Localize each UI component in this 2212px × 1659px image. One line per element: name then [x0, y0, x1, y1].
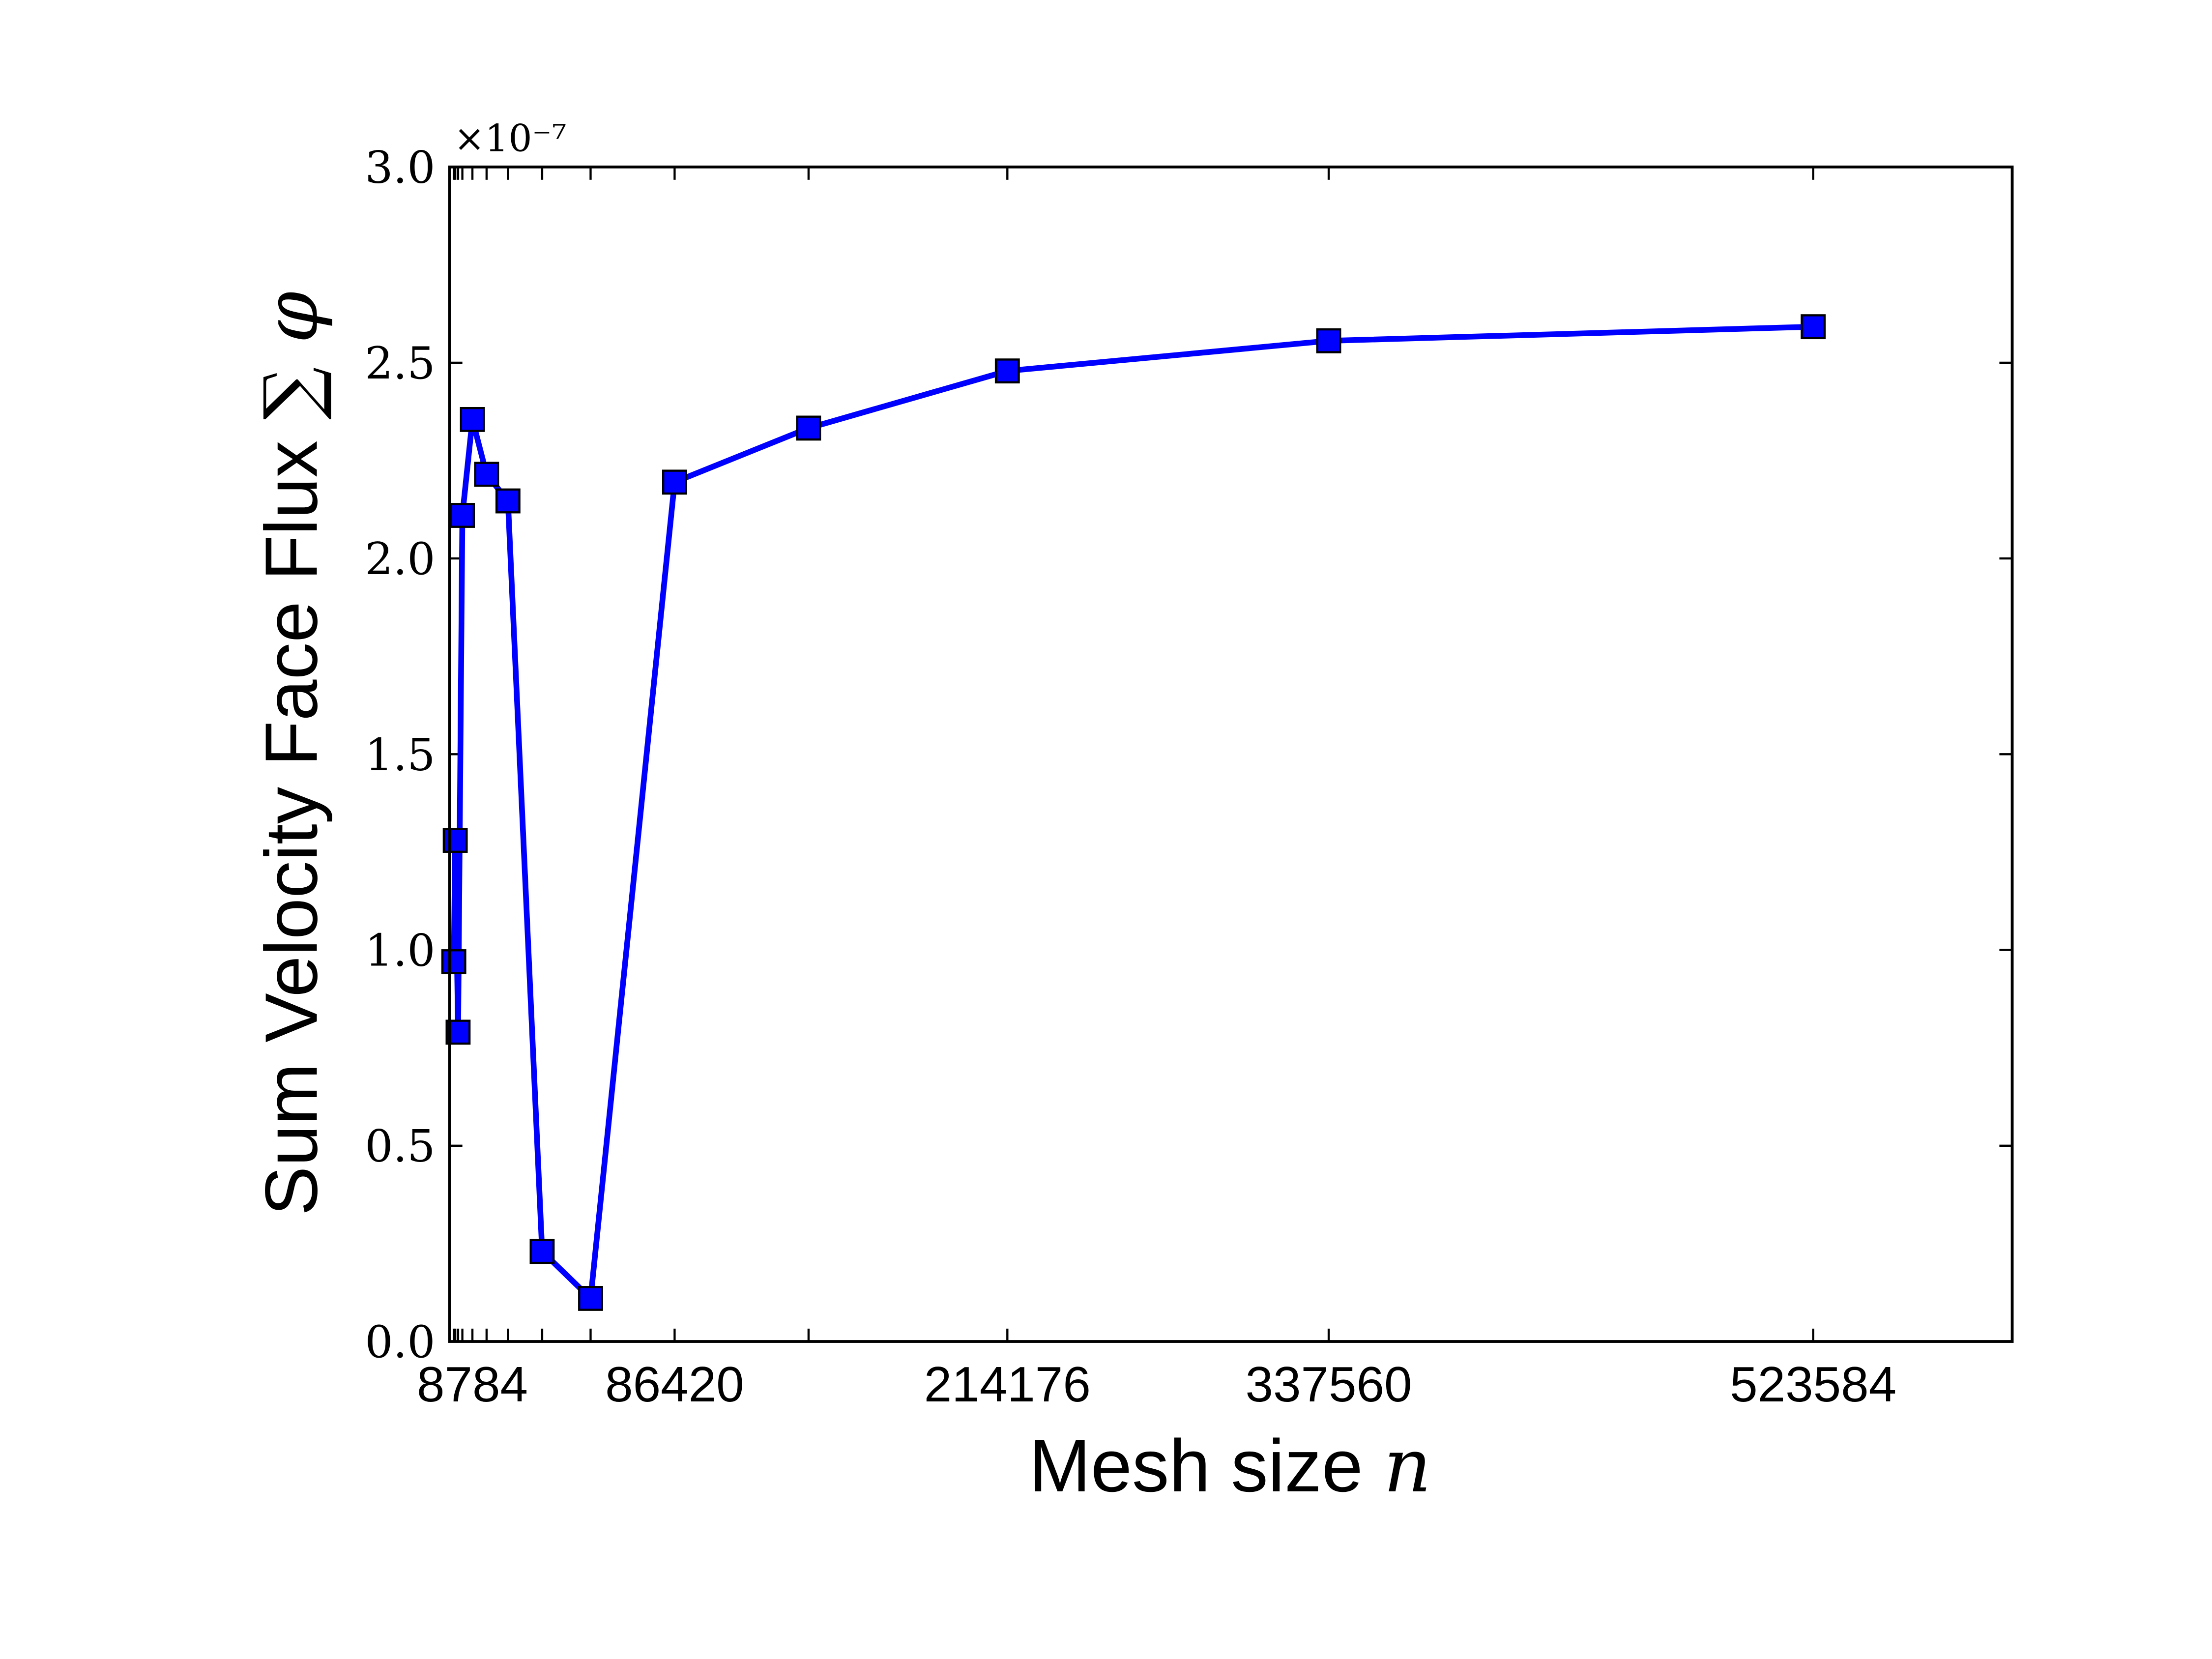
marker — [1801, 314, 1826, 340]
marker — [441, 949, 466, 974]
y-tick-label: 0.0 — [365, 1316, 435, 1368]
x-tick-label: 523584 — [1730, 1356, 1896, 1412]
marker — [474, 462, 499, 487]
marker — [662, 469, 687, 495]
marker — [529, 1239, 555, 1264]
marker — [495, 488, 521, 514]
x-tick-label: 214176 — [924, 1356, 1091, 1412]
marker — [442, 828, 468, 853]
x-label-var: n — [1384, 1423, 1431, 1509]
y-tick-label: 1.0 — [365, 925, 435, 977]
x-axis-label: Mesh size n — [1029, 1423, 1431, 1509]
marker — [796, 415, 821, 441]
y-label-text: Sum Velocity Face Flux — [250, 440, 333, 1216]
x-tick-label: 337560 — [1246, 1356, 1412, 1412]
y-tick-label: 1.5 — [365, 729, 435, 781]
y-tick-label: 2.0 — [365, 533, 435, 585]
marker — [994, 358, 1020, 384]
offset-text: ×10⁻⁷ — [454, 117, 566, 160]
marker — [460, 407, 485, 432]
y-tick-label: 2.5 — [365, 338, 435, 389]
marker — [450, 503, 475, 528]
x-tick-label: 8784 — [417, 1356, 528, 1412]
y-axis-label: Sum Velocity Face Flux ∑ φ — [248, 291, 335, 1216]
x-tick-label: 86420 — [605, 1356, 744, 1412]
marker — [1316, 328, 1341, 353]
series-line — [451, 323, 1813, 1302]
y-label-var: ∑ φ — [248, 291, 335, 420]
x-label-text: Mesh size — [1029, 1424, 1363, 1507]
y-tick-label: 0.5 — [365, 1121, 435, 1172]
y-tick-label: 3.0 — [365, 142, 435, 194]
marker — [578, 1286, 603, 1311]
plot-frame — [448, 165, 2014, 1343]
